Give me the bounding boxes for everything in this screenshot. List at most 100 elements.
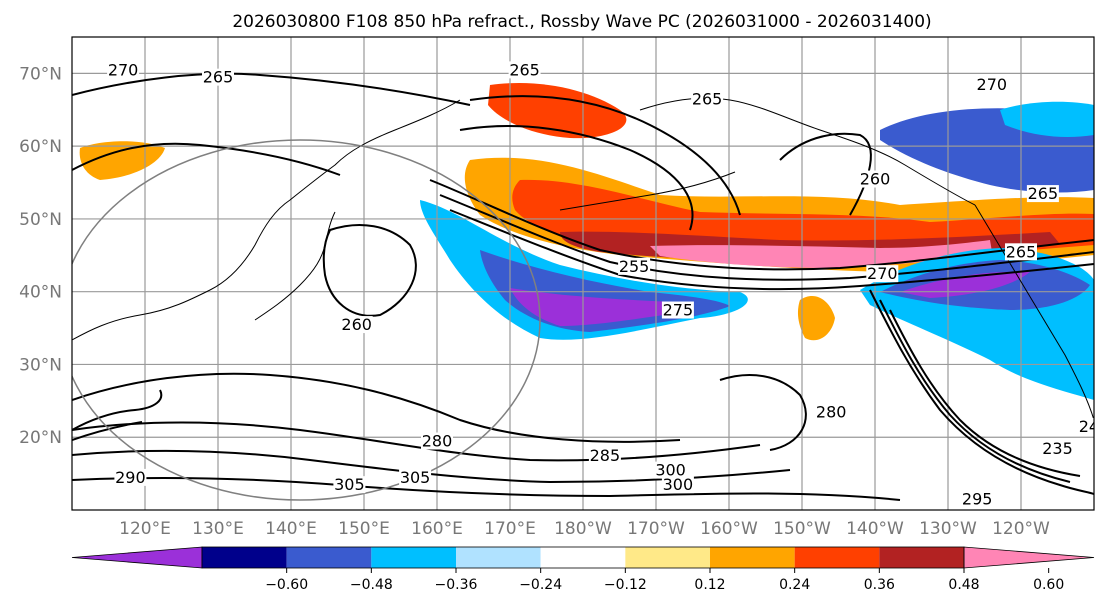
colorbar-segment bbox=[540, 547, 626, 568]
lat-tick-label: 30°N bbox=[19, 355, 62, 375]
contour-line bbox=[72, 476, 901, 501]
contour-label: 240 bbox=[1079, 417, 1105, 436]
contour-label: 270 bbox=[108, 60, 139, 79]
contour-line bbox=[469, 95, 741, 216]
colorbar-segment bbox=[794, 547, 880, 568]
contour-line bbox=[719, 374, 807, 451]
lon-tick-label: 120°E bbox=[119, 519, 171, 539]
colorbar-extend-low bbox=[71, 546, 203, 569]
contour-label-halo bbox=[340, 316, 373, 334]
colorbar-tick-label: −0.36 bbox=[435, 577, 478, 593]
colorbar-extend-high bbox=[963, 546, 1095, 569]
contour-labels: 270 265 265 265 270 260 265 265 255 270 275 260 280 2… bbox=[107, 60, 1105, 509]
colorbar-frame bbox=[201, 546, 965, 569]
contour-line bbox=[322, 224, 417, 317]
lon-tick-label: 160°E bbox=[411, 519, 463, 539]
contour-label: 275 bbox=[663, 301, 694, 320]
contour-label-halo bbox=[618, 257, 651, 275]
colorbar-tick-label: −0.48 bbox=[350, 577, 393, 593]
contour-label-halo bbox=[202, 68, 234, 86]
contour-line bbox=[449, 209, 1094, 291]
latitude-labels: 70°N 60°N 50°N 40°N 30°N 20°N bbox=[19, 64, 62, 448]
lon-tick-label: 180°W bbox=[554, 519, 612, 539]
colorbar-tick-label: 0.24 bbox=[779, 577, 810, 593]
lon-tick-label: 170°E bbox=[484, 519, 536, 539]
contour-line bbox=[72, 389, 163, 431]
colorbar-tick-label: 0.12 bbox=[694, 577, 725, 593]
lat-tick-label: 50°N bbox=[19, 210, 62, 230]
contour-label: 285 bbox=[590, 446, 621, 465]
lon-tick-label: 150°E bbox=[338, 519, 390, 539]
lon-tick-label: 130°W bbox=[919, 519, 977, 539]
coastline-aleutians bbox=[559, 171, 736, 211]
contour-line bbox=[459, 125, 694, 231]
colorbar-tick-label: −0.60 bbox=[265, 577, 308, 593]
contour-label: 290 bbox=[115, 468, 146, 487]
contour-label-halo bbox=[588, 447, 621, 465]
lon-tick-label: 120°W bbox=[992, 519, 1050, 539]
colorbar-segment bbox=[456, 547, 541, 568]
contour-line bbox=[429, 179, 1094, 271]
lon-tick-label: 140°E bbox=[265, 519, 317, 539]
lon-tick-label: 130°E bbox=[192, 519, 244, 539]
contour-label: 265 bbox=[1028, 184, 1059, 203]
map-frame bbox=[71, 36, 1095, 511]
contour-label-halo bbox=[107, 61, 140, 79]
contour-label-halo bbox=[661, 301, 694, 319]
contour-label-halo bbox=[399, 468, 432, 486]
lon-tick-label: 170°W bbox=[627, 519, 685, 539]
colorbar-segment bbox=[879, 547, 964, 568]
contour-label-halo bbox=[661, 476, 694, 494]
contour-line bbox=[72, 421, 761, 462]
contour-label-halo bbox=[508, 61, 541, 79]
colorbar-tick-label: 0.36 bbox=[864, 577, 895, 593]
colorbar-tick-label: −0.24 bbox=[519, 577, 562, 593]
colorbar-segment bbox=[286, 547, 372, 568]
contour-label: 300 bbox=[655, 461, 686, 480]
contour-label-halo bbox=[333, 476, 366, 494]
colorbar-segment bbox=[710, 547, 795, 568]
contour-label: 270 bbox=[977, 75, 1008, 94]
contour-label: 300 bbox=[663, 475, 694, 494]
contour-label: 260 bbox=[341, 315, 372, 334]
contour-label-halo bbox=[421, 432, 453, 450]
contour-line bbox=[72, 372, 681, 443]
lat-tick-label: 70°N bbox=[19, 64, 62, 84]
lat-tick-label: 40°N bbox=[19, 283, 62, 303]
contour-line bbox=[72, 421, 143, 441]
projection-outline bbox=[72, 139, 541, 501]
contour-label-halo bbox=[866, 265, 899, 283]
contour-line bbox=[869, 289, 1094, 495]
chart-title: 2026030800 F108 850 hPa refract., Rossby… bbox=[232, 12, 931, 32]
contour-line bbox=[439, 194, 1094, 281]
colorbar-tick-label: 0.60 bbox=[1033, 577, 1064, 593]
lat-tick-label: 60°N bbox=[19, 137, 62, 157]
negative-anomaly-max bbox=[510, 288, 680, 326]
contour-line bbox=[72, 72, 471, 106]
contour-line bbox=[879, 299, 1071, 483]
lon-tick-label: 150°W bbox=[773, 519, 831, 539]
contour-label: 260 bbox=[860, 170, 891, 189]
contour-label-halo bbox=[961, 490, 994, 508]
colorbar: −0.60 −0.48 −0.36 −0.24 −0.12 0.12 0.24 0.36 0.4… bbox=[71, 546, 1095, 593]
contour-label-halo bbox=[1005, 243, 1037, 261]
contour-label: 280 bbox=[422, 432, 453, 451]
contour-label-halo bbox=[114, 468, 147, 486]
colorbar-segment bbox=[371, 547, 456, 568]
coastline-asia bbox=[72, 99, 461, 341]
positive-anomaly-northwest bbox=[79, 141, 165, 180]
coastline-japan bbox=[254, 211, 336, 321]
lon-tick-label: 160°W bbox=[700, 519, 758, 539]
contour-label-halo bbox=[815, 403, 848, 421]
positive-anomaly-south bbox=[797, 296, 835, 341]
contour-label-halo bbox=[1041, 439, 1074, 457]
contour-label-halo bbox=[691, 90, 724, 108]
contour-label: 305 bbox=[400, 468, 431, 487]
contour-line bbox=[889, 309, 1081, 477]
contour-label: 265 bbox=[1006, 242, 1037, 261]
map-area: 270 265 265 265 270 260 265 265 255 270 275 260 280 2… bbox=[72, 37, 1105, 510]
contour-label: 295 bbox=[962, 490, 993, 509]
contour-label: 265 bbox=[509, 60, 540, 79]
longitude-labels: 120°E 130°E 140°E 150°E 160°E 170°E 180°W 170°W… bbox=[119, 519, 1050, 539]
